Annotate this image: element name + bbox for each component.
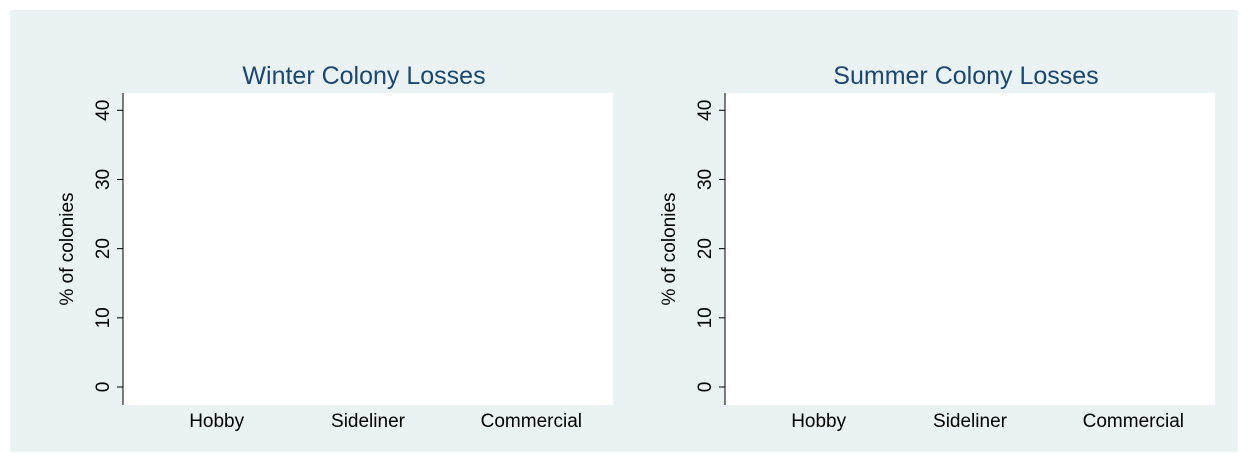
y-tick-label: 20 (695, 238, 716, 259)
y-tick-label: 10 (93, 307, 114, 328)
y-axis-label: % of colonies (57, 192, 78, 305)
chart-title: Summer Colony Losses (833, 62, 1098, 90)
y-tick-label: 10 (695, 307, 716, 328)
y-tick-label: 40 (695, 100, 716, 121)
x-tick-label: Hobby (791, 411, 846, 432)
x-tick-label: Sideliner (331, 411, 406, 432)
y-tick-label: 20 (93, 238, 114, 259)
plot-area (123, 93, 613, 405)
chart-title: Winter Colony Losses (242, 62, 485, 90)
y-tick-label: 30 (695, 169, 716, 190)
x-tick-label: Commercial (481, 411, 582, 432)
plot-area (725, 93, 1215, 405)
y-axis-label: % of colonies (659, 192, 680, 305)
y-tick-label: 30 (93, 169, 114, 190)
y-tick-label: 40 (93, 100, 114, 121)
x-tick-label: Commercial (1083, 411, 1184, 432)
x-tick-label: Sideliner (933, 411, 1008, 432)
y-tick-label: 0 (93, 382, 114, 393)
y-tick-label: 0 (695, 382, 716, 393)
x-tick-label: Hobby (189, 411, 244, 432)
